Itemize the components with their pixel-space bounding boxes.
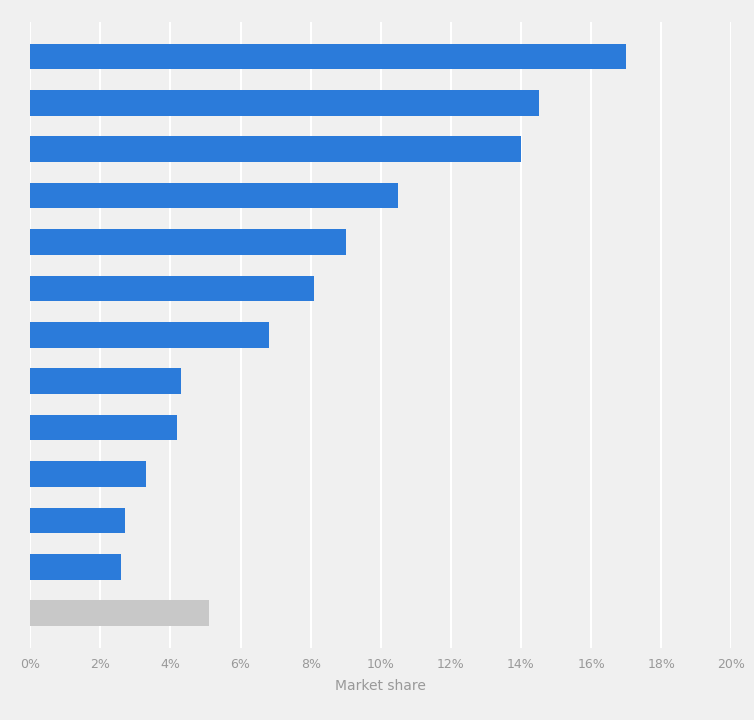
Bar bbox=[30, 137, 521, 162]
Bar bbox=[30, 90, 538, 116]
Bar bbox=[30, 229, 345, 255]
X-axis label: Market share: Market share bbox=[336, 679, 426, 693]
Bar bbox=[30, 462, 146, 487]
Bar bbox=[30, 369, 181, 394]
Bar bbox=[30, 415, 177, 441]
Bar bbox=[30, 44, 626, 69]
Bar bbox=[30, 508, 125, 533]
Bar bbox=[30, 322, 268, 348]
Bar bbox=[30, 276, 314, 301]
Bar bbox=[30, 183, 398, 208]
Bar bbox=[30, 600, 209, 626]
Bar bbox=[30, 554, 121, 580]
